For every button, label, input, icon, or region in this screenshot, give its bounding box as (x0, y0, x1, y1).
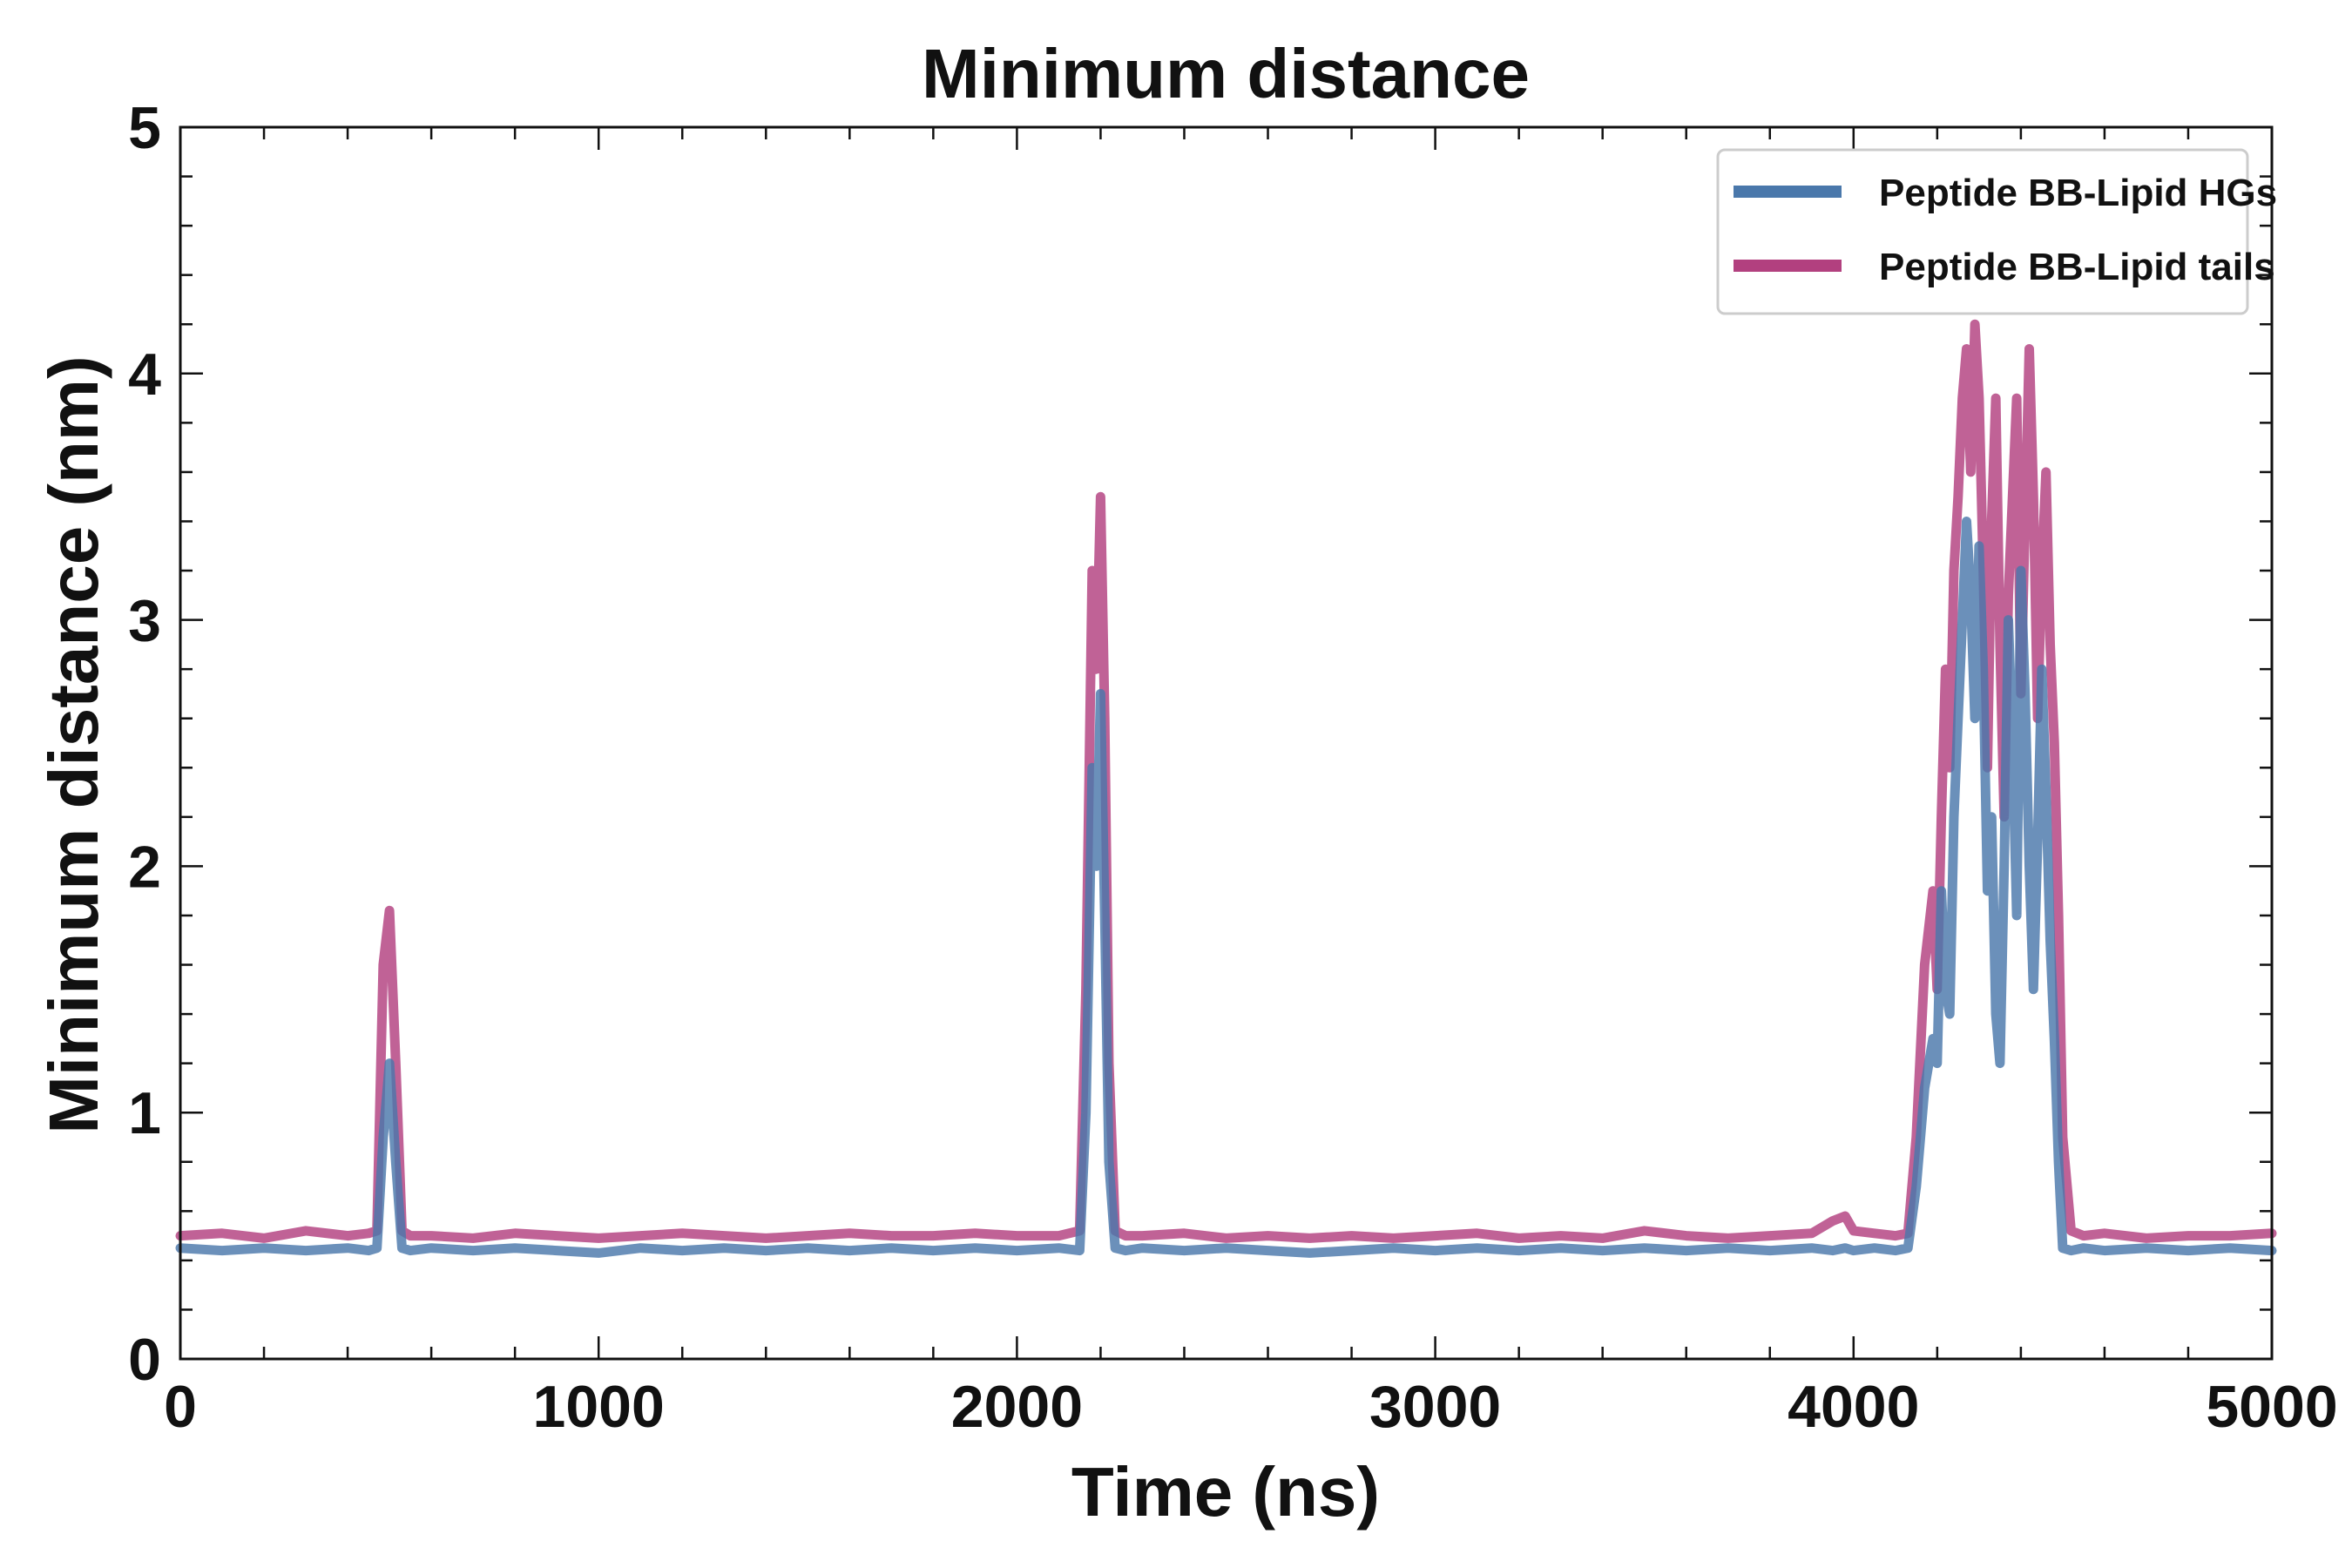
x-tick-label: 0 (164, 1374, 197, 1440)
x-tick-label: 1000 (533, 1374, 665, 1440)
tick-labels-layer: 0 1000 2000 3000 4000 5000 0 1 2 3 4 5 (128, 95, 2337, 1440)
legend: Peptide BB-Lipid HGs Peptide BB-Lipid tai… (1716, 148, 2277, 315)
legend-label: Peptide BB-Lipid tails (1879, 246, 2275, 288)
chart-title: Minimum distance (922, 35, 1530, 112)
x-tick-label: 2000 (951, 1374, 1083, 1440)
series-layer (175, 319, 2277, 1258)
series-line-peptide-bb-lipid-hgs (175, 517, 2277, 1258)
x-tick-label: 3000 (1369, 1374, 1501, 1440)
y-axis-label: Minimum distance (nm) (35, 355, 112, 1133)
y-tick-label: 3 (128, 588, 161, 654)
legend-box (1716, 148, 2249, 315)
x-tick-label: 5000 (2206, 1374, 2337, 1440)
y-tick-label: 0 (128, 1327, 161, 1393)
y-tick-label: 2 (128, 834, 161, 900)
x-axis-label: Time (ns) (1071, 1453, 1380, 1531)
y-tick-label: 1 (128, 1080, 161, 1146)
legend-label: Peptide BB-Lipid HGs (1879, 172, 2277, 214)
x-tick-label: 4000 (1788, 1374, 1919, 1440)
plot-frame (179, 125, 2274, 1361)
y-tick-label: 5 (128, 95, 161, 161)
y-tick-label: 4 (128, 341, 161, 408)
